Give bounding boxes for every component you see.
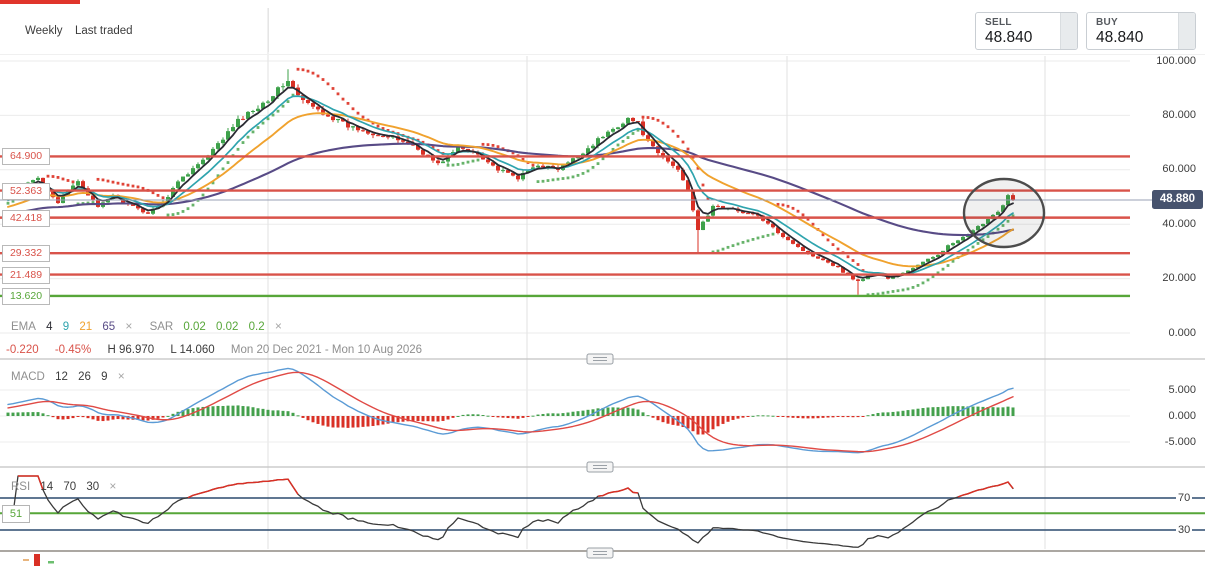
price-mode-selector[interactable]: Last traded: [75, 25, 133, 37]
macd-axis-tick: -5.000: [1164, 435, 1196, 448]
rsi-pane: [0, 475, 1205, 548]
sar-param-2: 0.02: [216, 321, 239, 333]
change-value: -0.220: [6, 344, 39, 356]
sell-button-strip: [1060, 13, 1077, 49]
pane-resize-handle[interactable]: [586, 547, 614, 559]
session-low: L 14.060: [170, 344, 215, 356]
sell-price: 48.840: [985, 29, 1033, 46]
ema-period-9: 9: [62, 321, 70, 333]
buy-label: BUY: [1096, 17, 1119, 28]
change-percent: -0.45%: [54, 344, 92, 356]
price-axis-tick: 60.000: [1162, 163, 1196, 176]
level-lines-layer: [0, 155, 1130, 298]
ema-period-4: 4: [46, 321, 53, 333]
price-level-label: 29.332: [2, 245, 50, 263]
buy-button-strip: [1178, 13, 1195, 49]
sar-param-1: 0.02: [183, 321, 206, 333]
stats-row: -0.220 -0.45% H 96.970 L 14.060 Mon 20 D…: [6, 344, 435, 356]
macd-param-signal: 9: [101, 371, 108, 383]
pane-resize-handle[interactable]: [586, 353, 614, 365]
ema-lines-layer: [6, 86, 1015, 279]
rsi-current-value-badge: 51: [2, 505, 30, 523]
price-axis-tick: 0.000: [1168, 326, 1196, 339]
rsi-upper-bound-label: 70: [1176, 491, 1193, 504]
macd-pane: [6, 367, 1015, 454]
grid-lines: [0, 8, 1130, 549]
toolbar-divider: [268, 8, 269, 52]
price-axis-tick: 100.000: [1156, 54, 1196, 67]
price-level-label: 52.363: [2, 182, 50, 200]
macd-axis-tick: 5.000: [1168, 383, 1196, 396]
rsi-lower-bound-label: 30: [1176, 523, 1193, 536]
price-axis-tick: 20.000: [1162, 272, 1196, 285]
candles-layer: [6, 69, 1015, 295]
macd-param-slow: 26: [78, 371, 91, 383]
pane-separators: [0, 353, 1205, 559]
next-panel-preview: [23, 554, 54, 566]
timeframe-selector[interactable]: Weekly: [25, 25, 63, 37]
rsi-legend: RSI 14 70 30 ×: [11, 479, 123, 493]
sar-remove-icon[interactable]: ×: [274, 319, 282, 333]
sell-button[interactable]: SELL 48.840: [975, 12, 1078, 50]
pane-resize-handle[interactable]: [586, 461, 614, 473]
rsi-indicator-name: RSI: [11, 481, 31, 493]
buy-price: 48.840: [1096, 29, 1144, 46]
highlight-ellipse-annotation: [962, 177, 1046, 249]
date-range: Mon 20 Dec 2021 - Mon 10 Aug 2026: [230, 344, 423, 356]
last-price-badge: 48.880: [1152, 190, 1203, 209]
toolbar-border: [0, 54, 1205, 55]
rsi-param-lower: 30: [86, 481, 100, 493]
ema-period-21: 21: [79, 321, 93, 333]
rsi-param-upper: 70: [63, 481, 77, 493]
macd-param-fast: 12: [55, 371, 68, 383]
ema-indicator-name: EMA: [11, 321, 36, 333]
ema-period-65: 65: [102, 321, 116, 333]
rsi-remove-icon[interactable]: ×: [109, 479, 117, 493]
macd-remove-icon[interactable]: ×: [117, 369, 125, 383]
ema-sar-legend: EMA 4 9 21 65 × SAR 0.02 0.02 0.2 ×: [11, 319, 289, 333]
price-level-label: 13.620: [2, 287, 50, 305]
price-level-label: 64.900: [2, 148, 50, 166]
macd-axis-tick: 0.000: [1168, 409, 1196, 422]
macd-legend: MACD 12 26 9 ×: [11, 369, 132, 383]
price-level-label: 21.489: [2, 266, 50, 284]
sar-param-3: 0.2: [248, 321, 265, 333]
price-level-label: 42.418: [2, 209, 50, 227]
session-high: H 96.970: [107, 344, 155, 356]
sar-indicator-name: SAR: [149, 321, 174, 333]
sell-label: SELL: [985, 17, 1012, 28]
sar-dots-layer: [6, 67, 1015, 297]
ema-remove-icon[interactable]: ×: [125, 319, 133, 333]
price-axis-tick: 40.000: [1162, 217, 1196, 230]
rsi-param-period: 14: [40, 481, 54, 493]
top-accent-bar: [0, 0, 80, 4]
buy-button[interactable]: BUY 48.840: [1086, 12, 1196, 50]
macd-indicator-name: MACD: [11, 371, 45, 383]
price-axis-tick: 80.000: [1162, 108, 1196, 121]
